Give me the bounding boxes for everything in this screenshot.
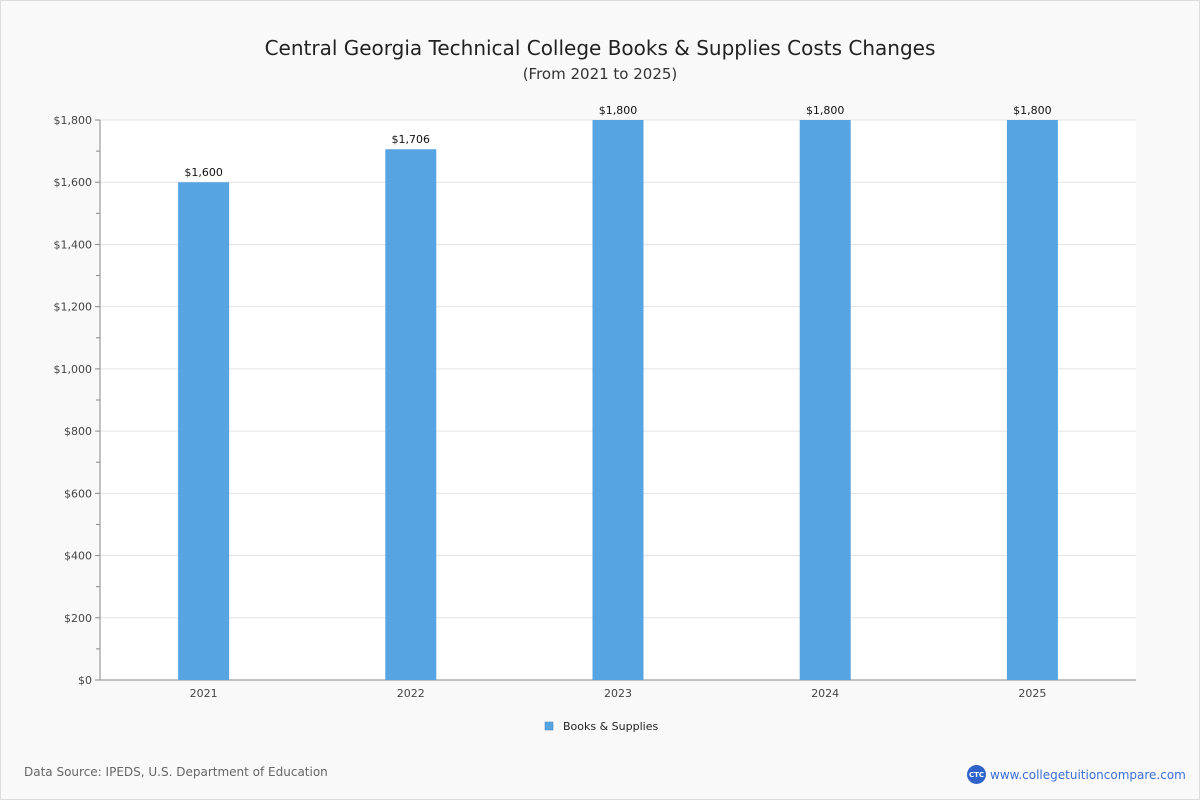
- bar-2022: [385, 149, 437, 680]
- y-tick-label: $1,000: [54, 363, 93, 376]
- x-tick-label: 2025: [1018, 687, 1046, 700]
- bar-2024: [799, 120, 851, 680]
- y-tick-label: $1,800: [54, 114, 93, 127]
- x-tick-label: 2021: [190, 687, 218, 700]
- x-tick-label: 2022: [397, 687, 425, 700]
- ctc-logo-icon: CTC: [967, 765, 986, 784]
- y-tick-label: $600: [64, 487, 92, 500]
- brand-link[interactable]: CTC www.collegetuitioncompare.com: [967, 765, 1186, 784]
- data-source: Data Source: IPEDS, U.S. Department of E…: [24, 765, 328, 779]
- x-tick-label: 2024: [811, 687, 839, 700]
- y-tick-label: $1,600: [54, 176, 93, 189]
- bar-2021: [178, 182, 230, 680]
- brand-url[interactable]: www.collegetuitioncompare.com: [990, 767, 1186, 782]
- y-tick-label: $1,400: [54, 238, 93, 251]
- data-label: $1,800: [806, 104, 845, 117]
- legend-swatch: [544, 721, 554, 731]
- y-tick-label: $200: [64, 612, 92, 625]
- data-label: $1,800: [1013, 104, 1052, 117]
- y-tick-label: $0: [78, 674, 92, 687]
- chart-title: Central Georgia Technical College Books …: [264, 36, 936, 60]
- data-label: $1,706: [392, 133, 431, 146]
- chart-subtitle: (From 2021 to 2025): [522, 65, 678, 83]
- data-label: $1,600: [184, 166, 223, 179]
- bar-2025: [1006, 120, 1058, 680]
- x-tick-label: 2023: [604, 687, 632, 700]
- y-tick-label: $400: [64, 550, 92, 563]
- y-tick-label: $800: [64, 425, 92, 438]
- legend-label: Books & Supplies: [563, 720, 658, 733]
- data-label: $1,800: [599, 104, 638, 117]
- y-tick-label: $1,200: [54, 301, 93, 314]
- bar-2023: [592, 120, 644, 680]
